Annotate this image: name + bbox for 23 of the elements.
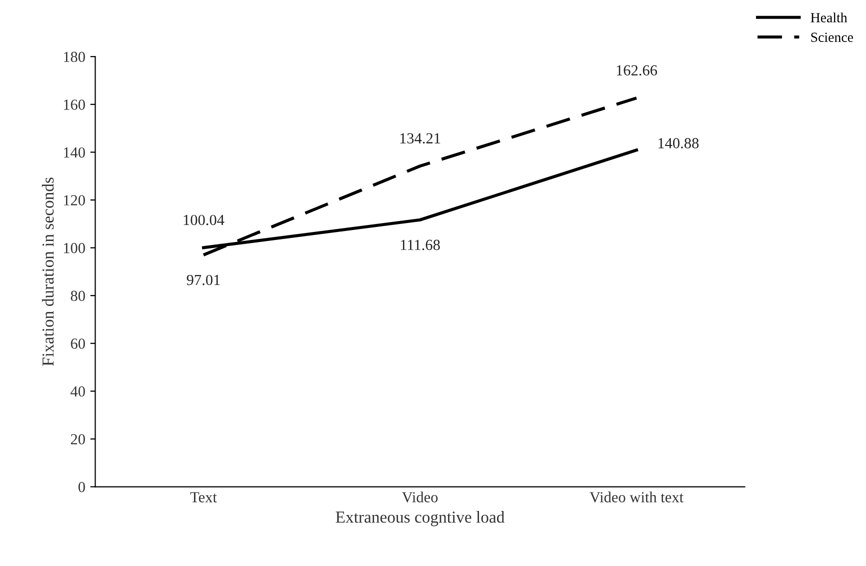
data-label: 100.04 (184, 214, 224, 226)
y-tick-label: 40 (70, 386, 85, 397)
y-tick-label: 100 (64, 242, 85, 254)
y-tick-label: 160 (64, 100, 85, 110)
y-axis-title: Fixation duration in seconds (42, 178, 54, 366)
data-label: 162.66 (616, 65, 658, 76)
y-tick-label: 120 (64, 195, 85, 206)
x-tick-label: Video (402, 492, 438, 502)
y-tick-label: 20 (70, 434, 85, 444)
legend-label: Science (811, 32, 854, 42)
y-tick-label: 0 (78, 482, 85, 492)
data-label: 140.88 (658, 138, 699, 148)
data-label: 111.68 (400, 240, 440, 250)
y-tick-label: 180 (64, 52, 85, 62)
y-tick-label: 140 (64, 147, 85, 158)
y-tick-label: 60 (70, 338, 85, 349)
x-tick-label: Video with text (590, 492, 684, 502)
x-axis-title: Extraneous cogntive load (336, 511, 504, 526)
data-label: 97.01 (186, 274, 220, 286)
y-tick-label: 80 (70, 290, 85, 302)
data-label: 134.21 (400, 133, 440, 144)
legend-label: Health (810, 12, 848, 22)
x-tick-label: Text (190, 492, 217, 502)
